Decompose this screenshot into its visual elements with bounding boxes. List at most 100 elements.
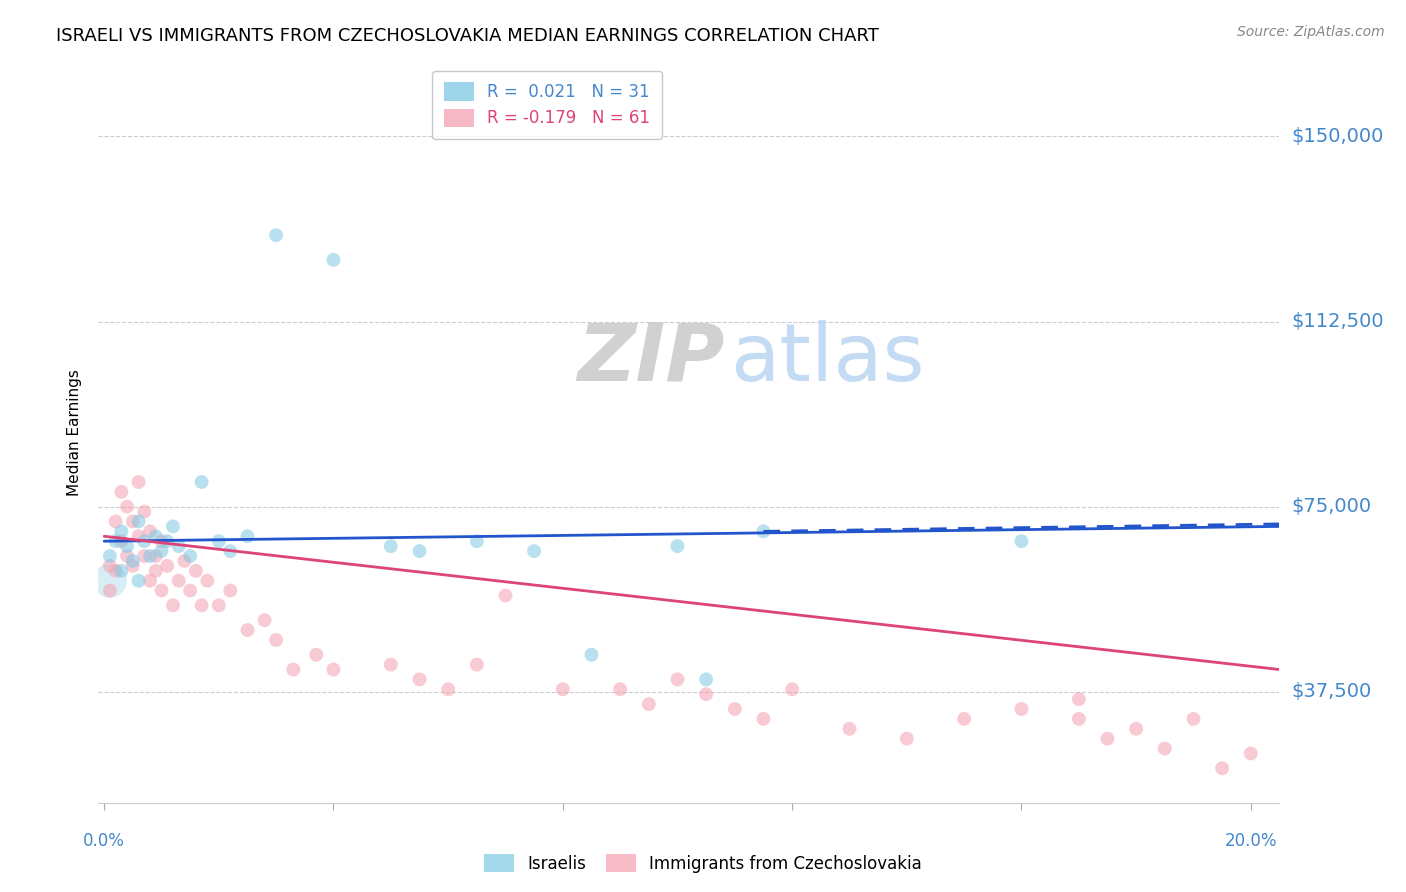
Text: $75,000: $75,000 — [1291, 497, 1371, 516]
Text: ISRAELI VS IMMIGRANTS FROM CZECHOSLOVAKIA MEDIAN EARNINGS CORRELATION CHART: ISRAELI VS IMMIGRANTS FROM CZECHOSLOVAKI… — [56, 27, 879, 45]
Point — [551, 682, 574, 697]
Point — [173, 554, 195, 568]
Point — [1097, 731, 1119, 746]
Point — [121, 515, 143, 529]
Point — [236, 623, 259, 637]
Point — [752, 524, 775, 539]
Point — [167, 574, 190, 588]
Point — [167, 539, 190, 553]
Point — [253, 613, 276, 627]
Text: ZIP: ZIP — [576, 319, 724, 398]
Point — [121, 558, 143, 573]
Point — [110, 524, 132, 539]
Point — [1067, 692, 1090, 706]
Legend: R =  0.021   N = 31, R = -0.179   N = 61: R = 0.021 N = 31, R = -0.179 N = 61 — [433, 70, 662, 139]
Point — [139, 574, 162, 588]
Point — [110, 534, 132, 549]
Point — [724, 702, 747, 716]
Point — [98, 558, 121, 573]
Text: $112,500: $112,500 — [1291, 312, 1384, 331]
Point — [190, 599, 212, 613]
Point — [128, 475, 150, 489]
Point — [219, 583, 242, 598]
Text: atlas: atlas — [730, 319, 925, 398]
Point — [495, 589, 517, 603]
Point — [208, 534, 231, 549]
Point — [162, 599, 184, 613]
Point — [236, 529, 259, 543]
Point — [179, 583, 201, 598]
Point — [104, 515, 127, 529]
Point — [150, 583, 173, 598]
Point — [780, 682, 803, 697]
Point — [380, 539, 402, 553]
Point — [953, 712, 976, 726]
Point — [179, 549, 201, 563]
Point — [1211, 761, 1233, 775]
Point — [134, 549, 156, 563]
Point — [219, 544, 242, 558]
Point — [1011, 702, 1033, 716]
Point — [380, 657, 402, 672]
Point — [322, 663, 344, 677]
Point — [637, 697, 659, 711]
Point — [896, 731, 918, 746]
Y-axis label: Median Earnings: Median Earnings — [67, 369, 83, 496]
Text: Source: ZipAtlas.com: Source: ZipAtlas.com — [1237, 25, 1385, 39]
Point — [128, 515, 150, 529]
Point — [1125, 722, 1147, 736]
Text: $37,500: $37,500 — [1291, 682, 1371, 701]
Point — [145, 564, 167, 578]
Point — [139, 524, 162, 539]
Text: 0.0%: 0.0% — [83, 832, 125, 850]
Point — [305, 648, 328, 662]
Point — [190, 475, 212, 489]
Point — [195, 574, 218, 588]
Point — [121, 554, 143, 568]
Point — [695, 673, 717, 687]
Text: $150,000: $150,000 — [1291, 127, 1384, 146]
Point — [104, 534, 127, 549]
Point — [184, 564, 207, 578]
Point — [145, 549, 167, 563]
Point — [838, 722, 860, 736]
Point — [1067, 712, 1090, 726]
Text: 20.0%: 20.0% — [1225, 832, 1277, 850]
Point — [666, 539, 689, 553]
Point — [581, 648, 603, 662]
Point — [1182, 712, 1205, 726]
Point — [695, 687, 717, 701]
Point — [208, 599, 231, 613]
Point — [1240, 747, 1263, 761]
Point — [465, 657, 488, 672]
Point — [752, 712, 775, 726]
Point — [150, 544, 173, 558]
Point — [1011, 534, 1033, 549]
Legend: Israelis, Immigrants from Czechoslovakia: Israelis, Immigrants from Czechoslovakia — [477, 847, 929, 880]
Point — [150, 534, 173, 549]
Point — [156, 558, 179, 573]
Point — [609, 682, 631, 697]
Point — [98, 549, 121, 563]
Point — [264, 632, 287, 647]
Point — [98, 583, 121, 598]
Point — [408, 673, 430, 687]
Point — [139, 549, 162, 563]
Point — [115, 539, 138, 553]
Point — [523, 544, 546, 558]
Point — [283, 663, 305, 677]
Point — [162, 519, 184, 533]
Point — [437, 682, 460, 697]
Point — [115, 500, 138, 514]
Point — [264, 228, 287, 243]
Point — [110, 484, 132, 499]
Point — [134, 534, 156, 549]
Point — [156, 534, 179, 549]
Point — [408, 544, 430, 558]
Point — [104, 564, 127, 578]
Point — [465, 534, 488, 549]
Point — [1153, 741, 1175, 756]
Point — [322, 252, 344, 267]
Point — [666, 673, 689, 687]
Point — [128, 529, 150, 543]
